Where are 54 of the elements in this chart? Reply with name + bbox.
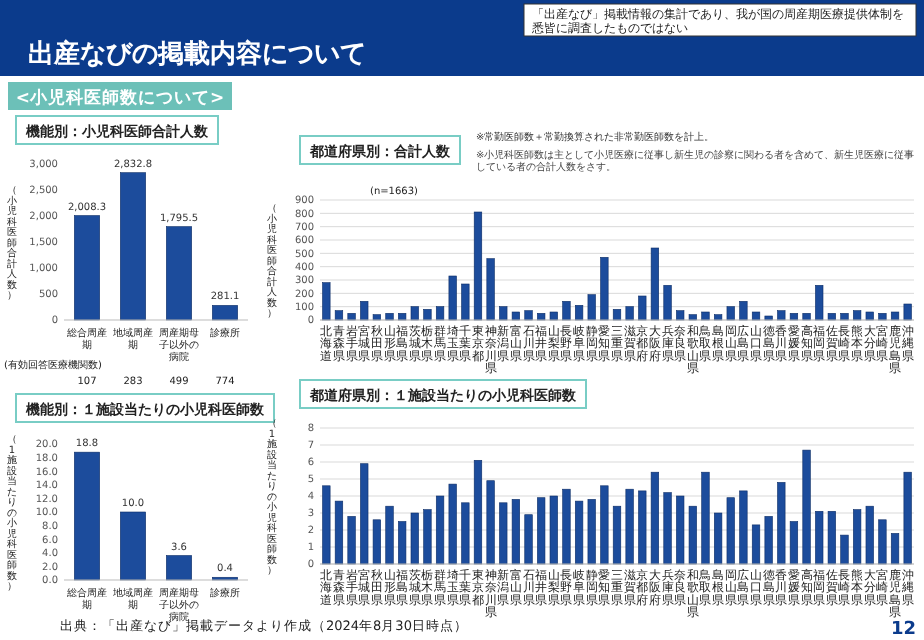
bar: [347, 313, 356, 321]
bar: [562, 488, 571, 565]
bar: [524, 514, 533, 565]
text: 出産なびの掲載内容について: [28, 38, 366, 70]
bar: [600, 485, 609, 565]
bar: [751, 524, 761, 565]
bar: [347, 516, 356, 565]
bar: [486, 480, 495, 565]
bar: [890, 311, 900, 321]
bar: [385, 505, 394, 565]
bar: [764, 315, 773, 321]
bar: [322, 282, 331, 321]
bar: [701, 311, 710, 321]
bar: [701, 471, 710, 565]
bar: [423, 309, 432, 321]
bar: [74, 215, 100, 321]
bar: [663, 285, 672, 321]
bar: [663, 492, 672, 565]
bar: [120, 511, 146, 581]
bar: [764, 516, 773, 565]
bar: [802, 313, 811, 321]
bar: [461, 502, 470, 565]
bar: [840, 313, 849, 321]
bar: [739, 490, 748, 565]
bar: [166, 226, 192, 321]
bar: [423, 509, 432, 565]
bar: [612, 505, 622, 565]
bar: [751, 311, 761, 321]
bar: [461, 283, 470, 321]
bar: [322, 485, 331, 565]
bar: [878, 313, 887, 321]
bar: [625, 488, 634, 565]
bar: [524, 310, 533, 321]
bar: [840, 534, 849, 565]
bar: [473, 211, 483, 321]
bar: [802, 449, 811, 565]
bar: [166, 555, 192, 581]
text: 12: [890, 620, 916, 640]
bar: [212, 305, 238, 321]
bar: [600, 257, 609, 321]
bar: [473, 460, 483, 565]
bar: [625, 306, 634, 321]
bar: [878, 519, 887, 565]
bar: [74, 451, 100, 581]
bar: [334, 500, 344, 565]
bar: [890, 533, 900, 565]
bar: [120, 172, 146, 321]
bar: [385, 313, 394, 321]
bar: [903, 471, 912, 565]
bar: [903, 303, 912, 321]
bar: [739, 301, 748, 321]
bar: [562, 301, 571, 321]
bar: [486, 258, 495, 321]
text: <小児科医師数について>: [15, 87, 225, 109]
